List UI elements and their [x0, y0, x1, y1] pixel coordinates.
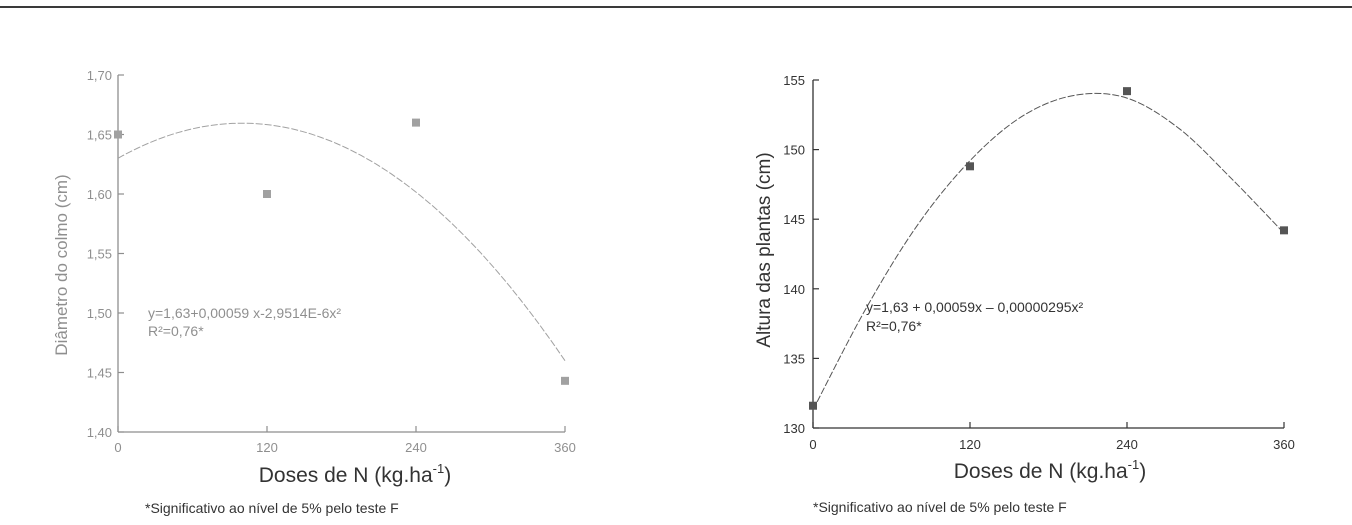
chart-altura-y-tick-label: 130	[783, 421, 805, 436]
chart-diametro-data-point	[114, 130, 122, 139]
top-rule	[0, 6, 1352, 8]
chart-altura-y-tick-label: 150	[783, 143, 805, 158]
chart-diametro-fit	[117, 122, 566, 361]
chart-altura-fit	[812, 92, 1285, 411]
chart-diametro-y-tick-label: 1,45	[87, 366, 112, 381]
chart-diametro-y-tick-label: 1,65	[87, 128, 112, 143]
chart-diametro-fit-curve	[117, 122, 566, 361]
chart-altura-y-ticks: 130 135 140 145 150 155	[783, 73, 819, 436]
chart-altura-r2: R²=0,76*	[866, 318, 922, 334]
chart-altura-y-tick-label: 135	[783, 351, 805, 366]
chart-altura-y-tick-label: 155	[783, 73, 805, 88]
chart-diametro-axes	[117, 75, 565, 433]
chart-diametro-xlabel: Doses de N (kg.ha-1)	[259, 461, 451, 487]
chart-altura-ylabel: Altura das plantas (cm)	[754, 152, 775, 347]
chart-altura-points	[809, 87, 1288, 410]
chart-diametro-x-tick-label: 120	[256, 440, 278, 455]
chart-altura-data-point	[1280, 226, 1288, 235]
chart-diametro-ylabel: Diâmetro do colmo (cm)	[52, 174, 71, 355]
chart-altura-y-tick-label: 140	[783, 282, 805, 297]
chart-diametro-y-tick-label: 1,55	[87, 247, 112, 262]
chart-diametro-y-ticks: 1,40 1,45 1,50 1,55 1,60 1,65 1,70	[87, 68, 124, 440]
chart-altura-axes	[812, 80, 1284, 429]
chart-diametro-x-ticks: 0 120 240 360	[114, 426, 576, 455]
chart-altura: 130 135 140 145 150 155 0 120 240 360 Altura das…	[754, 73, 1295, 452]
chart-altura-x-tick-label: 240	[1116, 437, 1138, 452]
chart-diametro: 1,401,451,501,551,601,651,70 0 120 240 360 …	[52, 68, 576, 455]
chart-diametro-data-point	[263, 190, 271, 198]
chart-diametro-x-tick-label: 0	[114, 440, 121, 455]
chart-diametro-x-tick-label: 360	[554, 440, 576, 455]
chart-altura-footnote: *Significativo ao nível de 5% pelo teste…	[813, 499, 1067, 515]
chart-altura-data-point	[809, 401, 817, 410]
chart-altura-equation: y=1,63 + 0,00059x – 0,00000295x²	[866, 299, 1084, 315]
chart-altura-xlabel: Doses de N (kg.ha-1)	[954, 457, 1146, 483]
chart-diametro-x-tick-label: 240	[405, 440, 427, 455]
chart-altura-data-point	[1123, 87, 1131, 96]
chart-diametro-equation: y=1,63+0,00059 x-2,9514E-6x²	[148, 305, 341, 321]
chart-diametro-data-point	[412, 118, 420, 127]
chart-diametro-data-point	[561, 376, 569, 385]
chart-altura-x-tick-label: 0	[809, 437, 816, 452]
chart-diametro-y-tick-label: 1,60	[87, 187, 112, 202]
chart-altura-x-tick-label: 120	[959, 437, 981, 452]
chart-diametro-y-tick-label: 1,70	[87, 68, 112, 83]
chart-altura-data-point	[966, 162, 974, 171]
chart-diametro-y-tick-label: 1,40	[87, 425, 112, 440]
chart-altura-x-tick-label: 360	[1273, 437, 1295, 452]
chart-diametro-footnote: *Significativo ao nível de 5% pelo teste…	[145, 500, 399, 516]
chart-diametro-r2: R²=0,76*	[148, 323, 204, 339]
chart-altura-fit-curve	[812, 92, 1285, 411]
chart-diametro-points	[114, 118, 569, 385]
chart-altura-y-tick-label: 145	[783, 212, 805, 227]
chart-diametro-y-tick-label: 1,50	[87, 306, 112, 321]
chart-altura-x-ticks: 0 120 240 360	[809, 422, 1295, 452]
